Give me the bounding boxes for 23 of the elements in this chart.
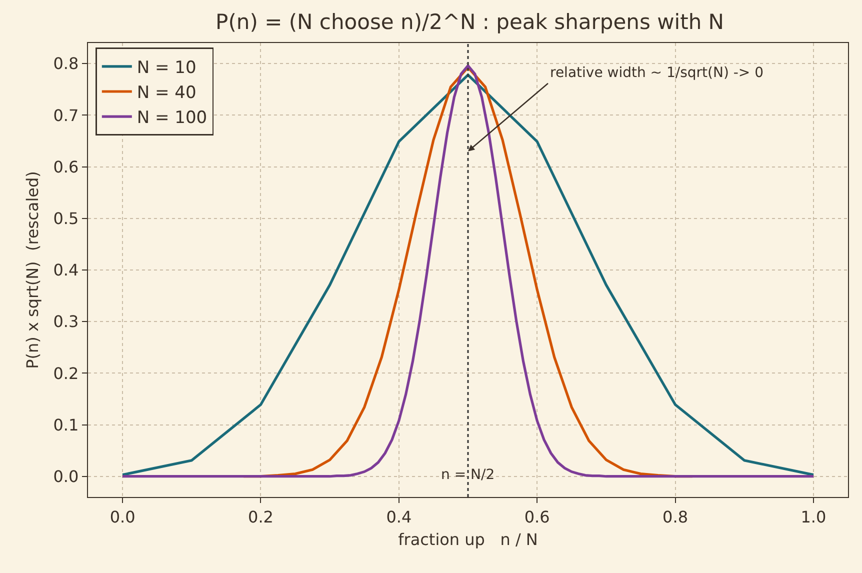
x-tick-label: 0.8 xyxy=(662,507,688,526)
x-axis-title: fraction up n / N xyxy=(398,530,538,550)
y-tick-label: 0.5 xyxy=(53,209,79,228)
y-tick-label: 0.8 xyxy=(53,54,79,74)
y-tick-label: 0.2 xyxy=(53,364,79,383)
legend-label: N = 10 xyxy=(136,58,196,78)
y-axis-title: P(n) x sqrt(N) (rescaled) xyxy=(23,171,42,369)
x-tick-label: 0.2 xyxy=(248,507,274,526)
x-tick-label: 0.6 xyxy=(524,507,550,526)
chart-title: P(n) = (N choose n)/2^N : peak sharpens with N xyxy=(216,10,724,34)
annotation: relative width ~ 1/sqrt(N) -> 0 xyxy=(550,65,764,81)
x-tick-label: 1.0 xyxy=(800,507,826,526)
y-tick-label: 0.1 xyxy=(53,415,79,434)
y-tick-label: 0.6 xyxy=(53,157,79,176)
y-tick-label: 0.0 xyxy=(53,466,79,486)
x-tick-label: 0.0 xyxy=(110,507,136,526)
x-tick-label: 0.4 xyxy=(386,507,412,526)
y-tick-label: 0.4 xyxy=(53,260,79,280)
ref-line-label: n = N/2 xyxy=(441,467,495,483)
legend-label: N = 100 xyxy=(136,108,208,128)
y-tick-label: 0.3 xyxy=(53,312,79,332)
y-tick-label: 0.7 xyxy=(53,106,79,125)
legend-label: N = 40 xyxy=(136,83,196,104)
